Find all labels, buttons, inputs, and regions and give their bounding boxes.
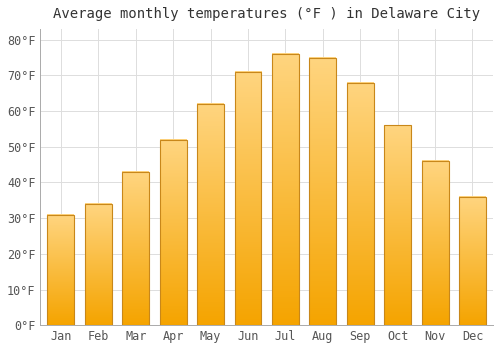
Bar xyxy=(234,72,262,325)
Bar xyxy=(48,215,74,325)
Bar xyxy=(160,140,186,325)
Bar xyxy=(422,161,448,325)
Bar xyxy=(459,197,486,325)
Bar xyxy=(384,125,411,325)
Bar xyxy=(122,172,149,325)
Bar xyxy=(85,204,112,325)
Bar xyxy=(272,54,299,325)
Bar xyxy=(197,104,224,325)
Bar xyxy=(347,83,374,325)
Title: Average monthly temperatures (°F ) in Delaware City: Average monthly temperatures (°F ) in De… xyxy=(53,7,480,21)
Bar xyxy=(310,58,336,325)
